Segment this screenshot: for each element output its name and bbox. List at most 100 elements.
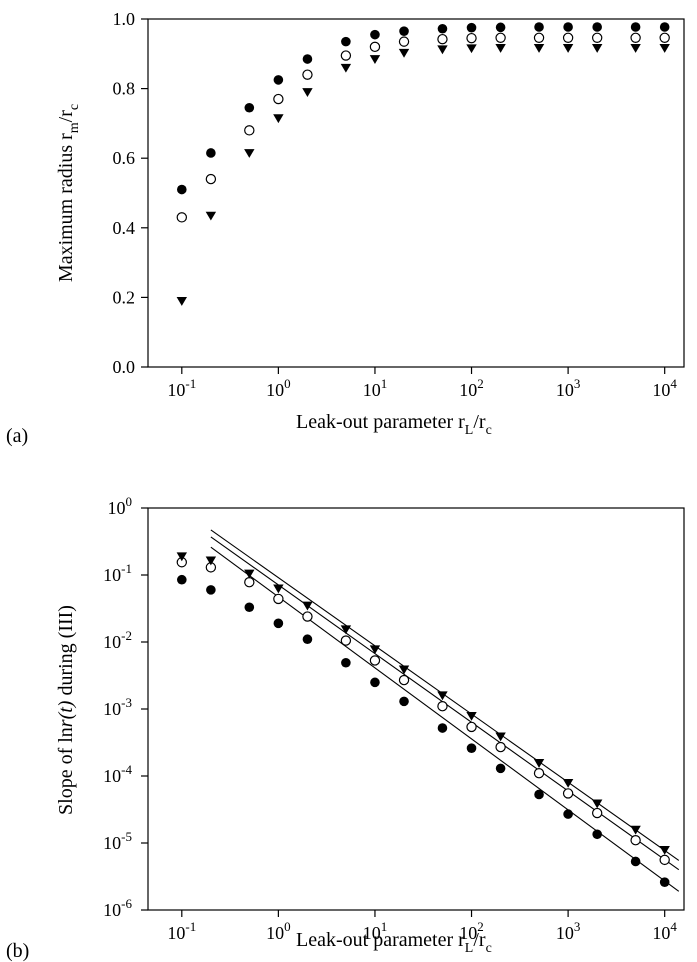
panel-b-points xyxy=(176,552,670,887)
panel-a-point xyxy=(562,32,574,43)
panel-b-point xyxy=(630,835,641,846)
panel-a-point xyxy=(533,43,545,53)
panel-a-point xyxy=(244,102,255,113)
panel-b-point xyxy=(659,854,670,866)
panel-b-point xyxy=(369,655,381,666)
panel-a-x-tick-label: 102 xyxy=(459,376,484,400)
panel-a-point xyxy=(273,75,284,85)
panel-a-point xyxy=(176,296,188,306)
panel-b-point xyxy=(398,665,410,675)
panel-a-y-tick-label: 0.0 xyxy=(113,357,136,377)
panel-a-point xyxy=(591,43,603,53)
panel-a-point xyxy=(659,32,670,43)
panel-a-point xyxy=(302,69,313,80)
panel-a-point xyxy=(437,45,448,55)
panel-a-point xyxy=(398,48,410,58)
panel-b-point xyxy=(591,807,603,819)
panel-b-point xyxy=(398,674,410,686)
panel-a-point xyxy=(273,93,284,105)
panel-b-point xyxy=(630,856,641,867)
panel-a-y-axis-label: Maximum radius rm/rc xyxy=(55,104,82,282)
panel-a-point xyxy=(495,32,506,43)
panel-b-ticks: 10-1 100 101 102 103 104 100 10-1 10-2 10-3 10-4 10… xyxy=(103,494,677,943)
panel-a-point xyxy=(177,184,187,195)
panel-a-point xyxy=(495,43,506,53)
panel-b-point xyxy=(533,758,545,768)
panel-b-point xyxy=(659,877,670,887)
panel-a-label: (a) xyxy=(6,425,28,447)
panel-b-point xyxy=(399,696,409,707)
panel-a-point xyxy=(302,88,313,98)
panel-b-point xyxy=(340,625,352,635)
panel-a-point xyxy=(176,212,188,223)
panel-a-point xyxy=(495,22,506,33)
panel-b-point xyxy=(273,618,284,629)
panel-b-point xyxy=(244,602,255,613)
panel-b-point xyxy=(340,635,352,646)
panel-b-point xyxy=(244,569,255,579)
panel-b-point xyxy=(205,556,217,566)
panel-a-y-tick-label: 0.2 xyxy=(113,287,136,307)
panel-b-y-tick-label: 10-2 xyxy=(103,628,132,652)
panel-b-scatter-plot: 10-1 100 101 102 103 104 100 10-1 10-2 10-3 10-4 10… xyxy=(6,494,685,962)
panel-a-point xyxy=(534,22,544,32)
panel-b-point xyxy=(302,634,313,645)
panel-a-y-tick-label: 1.0 xyxy=(113,9,136,29)
panel-b-point xyxy=(177,574,187,585)
panel-b-point xyxy=(630,825,641,835)
panel-b-y-tick-label: 10-4 xyxy=(103,762,132,786)
panel-b-y-axis-label: Slope of lnr(t) during (III) xyxy=(55,605,77,815)
panel-a-y-tick-label: 0.6 xyxy=(113,148,136,168)
panel-b-point xyxy=(206,585,216,595)
panel-a-point xyxy=(340,63,352,73)
panel-b-point xyxy=(659,845,670,855)
panel-b-point xyxy=(495,763,506,774)
panel-b-y-tick-label: 100 xyxy=(108,494,133,518)
panel-b-point xyxy=(495,741,506,753)
panel-b-x-tick-label: 10-1 xyxy=(167,919,196,943)
panel-a-scatter-plot: 10-1 100 101 102 103 104 0.0 0.2 0.4 0.6 0.8 1.0 Le… xyxy=(6,9,685,447)
panel-a-point xyxy=(591,32,603,43)
panel-a-x-tick-label: 10-1 xyxy=(167,376,196,400)
panel-b-point xyxy=(534,789,544,800)
panel-a-ticks: 10-1 100 101 102 103 104 0.0 0.2 0.4 0.6 0.8 1.0 xyxy=(113,9,678,400)
panel-a-point xyxy=(466,32,477,44)
panel-b-point xyxy=(244,577,255,588)
panel-a-x-axis-label: Leak-out parameter rL/rc xyxy=(296,411,492,438)
panel-b-x-tick-label: 104 xyxy=(652,919,677,943)
panel-b-point xyxy=(562,788,574,799)
panel-a-point xyxy=(205,211,217,221)
panel-b-y-tick-label: 10-5 xyxy=(103,829,132,853)
panel-b-point xyxy=(495,732,506,742)
panel-a-point xyxy=(340,50,352,61)
panel-b-point xyxy=(176,552,188,562)
panel-b-point xyxy=(591,799,603,809)
panel-a-point xyxy=(592,22,602,32)
panel-a-point xyxy=(244,149,255,158)
panel-b-point xyxy=(302,601,313,611)
panel-a-x-tick-label: 103 xyxy=(556,376,581,400)
panel-b-point xyxy=(273,593,284,605)
panel-a-y-tick-label: 0.4 xyxy=(113,218,136,238)
panel-b-x-tick-label: 101 xyxy=(363,919,388,943)
panel-b-point xyxy=(273,584,284,594)
panel-b-point xyxy=(369,645,381,655)
panel-a-point xyxy=(369,41,381,53)
panel-b-point xyxy=(533,768,545,779)
panel-a-point xyxy=(437,23,448,34)
panel-a-point xyxy=(562,43,574,53)
panel-a-x-tick-label: 100 xyxy=(266,376,291,400)
panel-b-y-tick-label: 10-6 xyxy=(103,896,132,920)
panel-a-point xyxy=(398,36,410,47)
panel-b-label: (b) xyxy=(6,940,29,962)
panel-b-point xyxy=(437,691,448,701)
panel-a-point xyxy=(302,54,313,64)
panel-b-x-tick-label: 100 xyxy=(266,919,291,943)
panel-a-point xyxy=(630,32,641,43)
panel-b-point xyxy=(562,778,574,788)
panel-a-point xyxy=(437,33,448,45)
panel-a-y-tick-label: 0.8 xyxy=(113,79,136,99)
panel-a-point xyxy=(369,55,381,64)
panel-a-point xyxy=(533,32,545,43)
